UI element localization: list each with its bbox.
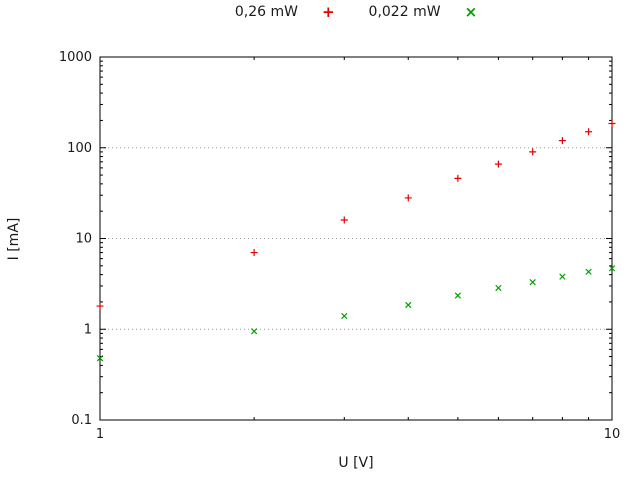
data-point-plus — [454, 174, 462, 182]
data-point-plus — [340, 216, 348, 224]
data-point-cross — [250, 328, 258, 335]
data-point-cross — [454, 292, 462, 299]
legend: 0,26 mW + 0,022 mW × — [235, 4, 477, 20]
x-tick-label: 10 — [604, 427, 621, 442]
y-tick-label: 100 — [67, 141, 92, 156]
y-tick-label: 10 — [75, 232, 92, 247]
data-point-plus — [250, 249, 258, 257]
y-axis-label: I [mA] — [6, 217, 22, 261]
plus-marker-icon: + — [321, 2, 335, 21]
data-point-plus — [585, 128, 593, 136]
data-point-cross — [585, 268, 592, 275]
legend-entry-series-1: 0,022 mW × — [369, 4, 478, 20]
data-point-plus — [404, 194, 412, 202]
data-point-plus — [96, 302, 104, 310]
y-tick-label: 1000 — [59, 50, 92, 65]
x-tick-label: 1 — [96, 427, 104, 442]
legend-entry-series-0: 0,26 mW + — [235, 4, 335, 20]
data-point-plus — [529, 148, 537, 156]
data-point-cross — [559, 273, 566, 280]
data-point-plus — [494, 160, 502, 168]
data-point-cross — [608, 265, 616, 272]
data-point-plus — [558, 137, 566, 145]
y-tick-label: 0.1 — [71, 413, 92, 428]
legend-label-series-1: 0,022 mW — [368, 4, 441, 20]
data-point-cross — [96, 355, 104, 362]
data-point-cross — [529, 279, 536, 286]
data-point-cross — [495, 284, 502, 292]
data-point-cross — [341, 312, 348, 320]
y-tick-label: 1 — [84, 322, 92, 337]
data-point-plus — [608, 120, 616, 128]
cross-marker-icon: × — [464, 2, 478, 21]
data-point-cross — [405, 301, 412, 309]
x-axis-label: U [V] — [338, 455, 374, 471]
legend-label-series-0: 0,26 mW — [234, 4, 298, 20]
